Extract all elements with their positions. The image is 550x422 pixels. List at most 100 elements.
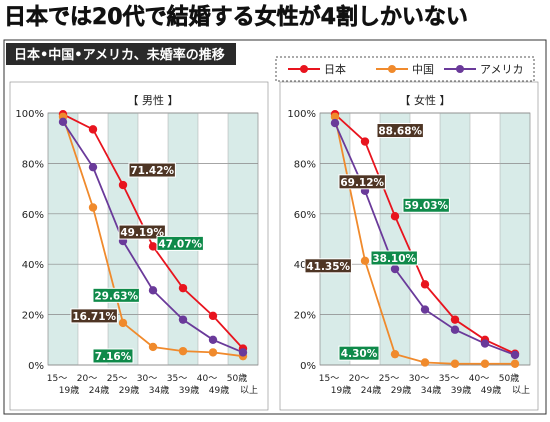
data-label-box bbox=[304, 258, 352, 274]
y-tick-label: 0% bbox=[28, 361, 44, 372]
data-point bbox=[420, 280, 430, 289]
legend-marker-1 bbox=[388, 65, 396, 73]
data-point bbox=[420, 358, 430, 367]
legend-label-1: 中国 bbox=[412, 63, 434, 76]
x-tick-label: 15〜 bbox=[47, 374, 67, 384]
data-point bbox=[208, 311, 218, 321]
data-label-box bbox=[128, 162, 176, 178]
data-label: 71.42% bbox=[130, 165, 174, 177]
x-tick-label: 35〜 bbox=[439, 374, 459, 384]
data-label: 4.30% bbox=[341, 348, 378, 360]
data-point bbox=[390, 349, 400, 359]
x-tick-label: 20〜 bbox=[77, 374, 97, 384]
data-point bbox=[510, 350, 520, 360]
x-tick-label: 25〜 bbox=[379, 374, 399, 384]
data-point bbox=[148, 286, 158, 295]
legend-marker-0 bbox=[300, 65, 308, 73]
data-point bbox=[330, 118, 340, 128]
y-tick-label: 0% bbox=[300, 361, 316, 372]
column-band bbox=[320, 113, 350, 365]
legend-marker-2 bbox=[456, 65, 464, 73]
column-band bbox=[228, 113, 258, 365]
data-point bbox=[420, 305, 430, 314]
data-label-box bbox=[70, 308, 118, 324]
data-point bbox=[148, 242, 158, 251]
data-point bbox=[450, 315, 460, 324]
data-label-box bbox=[92, 287, 140, 303]
data-point bbox=[510, 359, 520, 368]
x-tick-label: 25〜 bbox=[107, 374, 127, 384]
headline: 日本では20代で結婚する女性が4割しかいない bbox=[4, 4, 468, 30]
data-label-box bbox=[338, 174, 386, 190]
data-label: 7.16% bbox=[95, 351, 132, 363]
x-tick-label: 20〜 bbox=[349, 374, 369, 384]
x-tick-label: 24歳 bbox=[361, 384, 381, 396]
data-point bbox=[88, 125, 98, 134]
data-point bbox=[390, 264, 400, 274]
x-tick-label: 40〜 bbox=[469, 374, 489, 384]
x-tick-label: 29歳 bbox=[119, 384, 139, 396]
data-point bbox=[208, 348, 218, 357]
data-label-box bbox=[156, 235, 204, 251]
y-tick-label: 100% bbox=[15, 109, 44, 120]
data-point bbox=[360, 256, 370, 265]
y-tick-label: 60% bbox=[294, 210, 316, 221]
y-tick-label: 60% bbox=[22, 210, 44, 221]
data-point bbox=[480, 339, 490, 348]
data-label: 59.03% bbox=[404, 200, 448, 212]
column-band bbox=[500, 113, 530, 365]
data-label: 16.71% bbox=[72, 311, 116, 323]
x-tick-label: 24歳 bbox=[89, 384, 109, 396]
legend: 日本 中国 アメリカ bbox=[275, 56, 535, 82]
x-tick-label: 35〜 bbox=[167, 374, 187, 384]
data-point bbox=[88, 162, 98, 172]
x-tick-label: 39歳 bbox=[179, 384, 199, 396]
subtitle: 日本•中国•アメリカ、未婚率の推移 bbox=[14, 47, 225, 63]
data-point bbox=[208, 335, 218, 344]
data-label: 69.12% bbox=[340, 177, 384, 189]
data-point bbox=[148, 342, 158, 352]
data-point bbox=[118, 318, 128, 328]
data-point bbox=[238, 348, 248, 357]
data-label: 29.63% bbox=[94, 290, 138, 302]
y-tick-label: 80% bbox=[294, 159, 316, 170]
data-point bbox=[178, 315, 188, 324]
data-label: 49.19% bbox=[120, 227, 164, 239]
data-point bbox=[360, 137, 370, 146]
data-point bbox=[450, 359, 460, 368]
data-point bbox=[178, 283, 188, 293]
x-tick-label: 50歳 bbox=[227, 372, 247, 384]
chart-title-1: 【 女性 】 bbox=[400, 93, 451, 107]
legend-label-0: 日本 bbox=[324, 62, 346, 76]
data-point bbox=[58, 117, 68, 127]
x-tick-label: 40〜 bbox=[197, 374, 217, 384]
x-tick-label: 19歳 bbox=[331, 384, 351, 396]
data-label-box bbox=[92, 348, 134, 364]
data-label-box bbox=[402, 197, 450, 213]
data-point bbox=[178, 346, 188, 356]
data-label: 41.35% bbox=[306, 261, 350, 273]
x-tick-label: 50歳 bbox=[499, 372, 519, 384]
chart-1: 0%20%40%60%80%100%15〜19歳20〜24歳25〜29歳30〜3… bbox=[279, 81, 539, 411]
data-point bbox=[330, 112, 340, 121]
legend-label-2: アメリカ bbox=[480, 63, 523, 76]
chart-title-0: 【 男性 】 bbox=[128, 93, 179, 107]
y-tick-label: 80% bbox=[22, 159, 44, 170]
y-tick-label: 40% bbox=[22, 260, 44, 271]
data-label: 88.68% bbox=[378, 126, 422, 138]
data-label: 47.07% bbox=[158, 238, 202, 250]
data-label-box bbox=[338, 345, 380, 361]
data-point bbox=[390, 212, 400, 221]
data-point bbox=[118, 180, 128, 190]
y-tick-label: 20% bbox=[294, 311, 316, 322]
x-tick-label: 15〜 bbox=[319, 374, 339, 384]
data-point bbox=[450, 325, 460, 334]
x-tick-label: 30〜 bbox=[137, 374, 157, 384]
data-point bbox=[88, 203, 98, 212]
subtitle-banner bbox=[6, 43, 236, 65]
x-tick-label: 以上 bbox=[512, 385, 530, 396]
chart-0: 0%20%40%60%80%100%15〜19歳20〜24歳25〜29歳30〜3… bbox=[9, 81, 269, 411]
x-tick-label: 30〜 bbox=[409, 374, 429, 384]
x-tick-label: 19歳 bbox=[59, 384, 79, 396]
